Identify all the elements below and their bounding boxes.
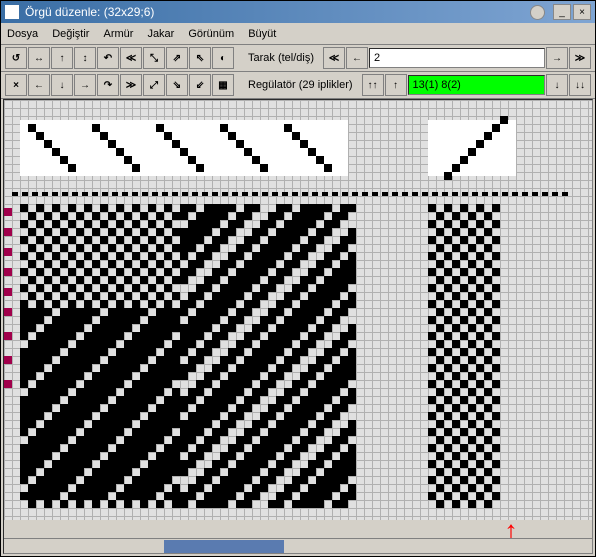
tool-diag3-icon[interactable]: ⇖ xyxy=(189,47,211,69)
tool-diag1-icon[interactable]: ⤡ xyxy=(143,47,165,69)
reed-next-button[interactable]: → xyxy=(546,47,568,69)
reed-first-button[interactable]: ≪ xyxy=(323,47,345,69)
horizontal-scrollbar[interactable] xyxy=(4,538,592,553)
reed-input[interactable] xyxy=(369,48,545,68)
menu-file[interactable]: Dosya xyxy=(7,28,38,40)
tool-diag5-icon[interactable]: ⇘ xyxy=(166,74,188,96)
menu-view[interactable]: Görünüm xyxy=(188,28,234,40)
regulator-prev-button[interactable]: ↑ xyxy=(385,74,407,96)
menu-edit[interactable]: Değiştir xyxy=(52,28,89,40)
menu-jakar[interactable]: Jakar xyxy=(147,28,174,40)
reed-last-button[interactable]: ≫ xyxy=(569,47,591,69)
close-button[interactable]: × xyxy=(573,4,591,20)
weave-grid xyxy=(4,100,592,520)
weave-editor-window: Örgü düzenle: (32x29;6) _ × Dosya Değişt… xyxy=(0,0,596,557)
weave-canvas[interactable]: ↑ xyxy=(3,99,593,554)
tool-down-icon[interactable]: ↓ xyxy=(51,74,73,96)
app-logo-icon xyxy=(530,5,545,20)
regulator-next-button[interactable]: ↓ xyxy=(546,74,568,96)
toolbar-row-2: × ← ↓ → ↷ ≫ ⤢ ⇘ ⇙ ▦ Regülatör (29 iplikl… xyxy=(1,72,595,99)
menubar: Dosya Değiştir Armür Jakar Görünüm Büyüt xyxy=(1,23,595,45)
titlebar: Örgü düzenle: (32x29;6) _ × xyxy=(1,1,595,23)
tool-left-icon[interactable]: ← xyxy=(28,74,50,96)
regulator-input[interactable] xyxy=(408,75,545,95)
tool-grid-icon[interactable]: ▦ xyxy=(212,74,234,96)
tool-diag4-icon[interactable]: ⤢ xyxy=(143,74,165,96)
tool-undo-icon[interactable]: ↶ xyxy=(97,47,119,69)
scrollbar-thumb[interactable] xyxy=(164,540,284,553)
toolbar-row-1: ↺ ↔ ↑ ↕ ↶ ≪ ⤡ ⇗ ⇖ ◐ Tarak (tel/diş) ≪ ← … xyxy=(1,45,595,72)
minimize-button[interactable]: _ xyxy=(553,4,571,20)
window-title: Örgü düzenle: (32x29;6) xyxy=(25,5,530,19)
tool-up-icon[interactable]: ↑ xyxy=(51,47,73,69)
tool-forward-icon[interactable]: ≫ xyxy=(120,74,142,96)
tool-rewind-icon[interactable]: ≪ xyxy=(120,47,142,69)
reed-prev-button[interactable]: ← xyxy=(346,47,368,69)
regulator-last-button[interactable]: ↓↓ xyxy=(569,74,591,96)
tool-flipv-icon[interactable]: ↕ xyxy=(74,47,96,69)
menu-armur[interactable]: Armür xyxy=(103,28,133,40)
reed-label: Tarak (tel/diş) xyxy=(240,52,322,64)
regulator-label: Regülatör (29 iplikler) xyxy=(240,79,361,91)
tool-redo-icon[interactable]: ↷ xyxy=(97,74,119,96)
tool-diag6-icon[interactable]: ⇙ xyxy=(189,74,211,96)
tool-fliph-icon[interactable]: ↔ xyxy=(28,47,50,69)
tool-diag2-icon[interactable]: ⇗ xyxy=(166,47,188,69)
tool-rotate-icon[interactable]: ↺ xyxy=(5,47,27,69)
tool-clear-icon[interactable]: × xyxy=(5,74,27,96)
tool-contrast-icon[interactable]: ◐ xyxy=(212,47,234,69)
tool-right-icon[interactable]: → xyxy=(74,74,96,96)
app-icon xyxy=(5,5,19,19)
menu-zoom[interactable]: Büyüt xyxy=(248,28,276,40)
regulator-first-button[interactable]: ↑↑ xyxy=(362,74,384,96)
